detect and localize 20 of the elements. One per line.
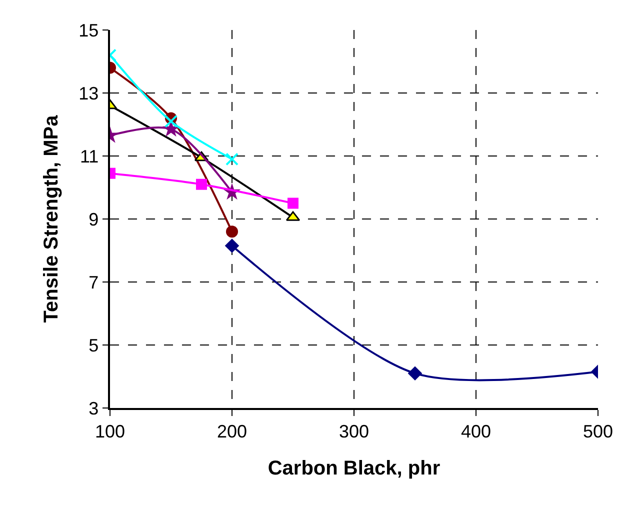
x-tick-label: 300: [338, 421, 370, 442]
y-tick-label: 15: [78, 20, 99, 40]
y-tick-label: 3: [88, 398, 99, 418]
y-tick-label: 5: [88, 335, 99, 356]
y-tick-label: 7: [88, 272, 99, 292]
x-tick-label: 200: [216, 421, 248, 442]
point: [226, 226, 238, 238]
x-tick-label: 500: [582, 421, 614, 442]
x-tick-label: 400: [460, 421, 492, 442]
y-tick-label: 11: [80, 146, 99, 166]
y-tick-label: 13: [78, 83, 99, 104]
y-tick-label: 9: [88, 209, 99, 230]
point: [226, 152, 238, 166]
y-axis-title: Tensile Strength, MPa: [40, 114, 63, 323]
x-axis-title: Carbon Black, phr: [268, 457, 440, 480]
point: [224, 238, 240, 253]
x-tick-label: 100: [94, 421, 126, 442]
point: [288, 198, 298, 209]
point: [196, 178, 207, 190]
point: [164, 114, 178, 128]
